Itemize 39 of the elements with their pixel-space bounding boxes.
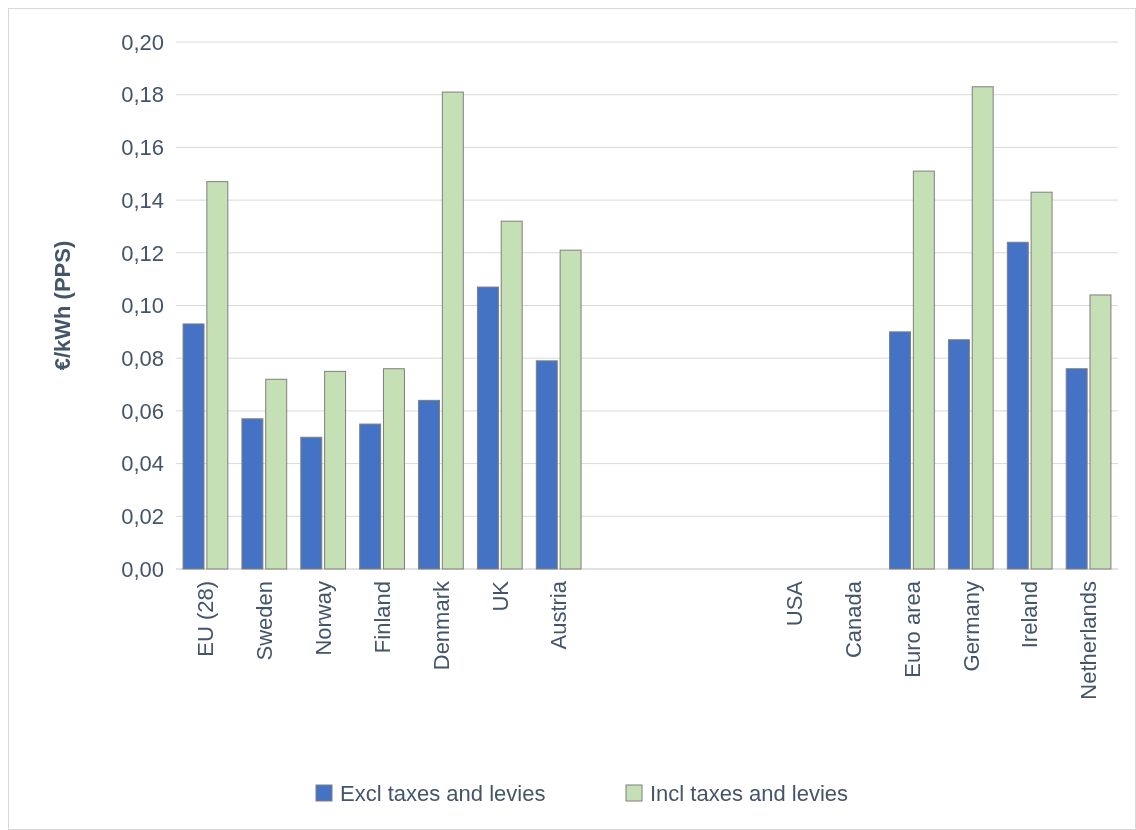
bar xyxy=(476,286,499,570)
x-tick-label: UK xyxy=(487,580,513,612)
y-tick-label: 0,04 xyxy=(121,451,164,477)
bar xyxy=(359,423,382,570)
x-tick-label: EU (28) xyxy=(193,581,219,657)
x-tick-label: Germany xyxy=(958,581,984,672)
x-tick-label: Austria xyxy=(546,580,572,650)
x-tick-label: Finland xyxy=(369,581,395,654)
bar xyxy=(500,220,523,570)
bar xyxy=(418,399,441,570)
y-tick-label: 0,00 xyxy=(121,556,164,582)
legend-label: Excl taxes and levies xyxy=(340,780,546,806)
y-tick-label: 0,06 xyxy=(121,398,164,424)
y-tick-label: 0,02 xyxy=(121,504,164,529)
x-tick-label: Euro area xyxy=(899,580,925,678)
bar xyxy=(324,370,347,570)
y-axis-title: €/kWh (PPS) xyxy=(50,240,75,371)
bar xyxy=(382,368,405,570)
bar xyxy=(971,86,994,570)
y-tick-label: 0,18 xyxy=(121,82,164,108)
bar xyxy=(947,339,970,570)
y-tick-label: 0,12 xyxy=(121,240,164,266)
x-tick-label: Canada xyxy=(840,580,866,659)
x-tick-label: Netherlands xyxy=(1076,581,1102,700)
y-tick-label: 0,08 xyxy=(121,345,164,371)
x-tick-label: Denmark xyxy=(428,580,454,671)
x-tick-label: Norway xyxy=(310,581,336,656)
x-tick-label: Sweden xyxy=(252,581,278,661)
bar xyxy=(912,170,935,570)
bar xyxy=(441,91,464,570)
y-tick-label: 0,10 xyxy=(121,293,164,319)
bar xyxy=(300,436,323,570)
bar xyxy=(889,331,912,570)
legend-label: Incl taxes and levies xyxy=(650,780,849,806)
y-tick-label: 0,14 xyxy=(121,187,164,213)
y-tick-label: 0,16 xyxy=(121,135,164,161)
y-tick-label: 0,20 xyxy=(121,29,164,55)
x-tick-label: USA xyxy=(781,580,807,627)
x-tick-label: Ireland xyxy=(1017,581,1043,649)
